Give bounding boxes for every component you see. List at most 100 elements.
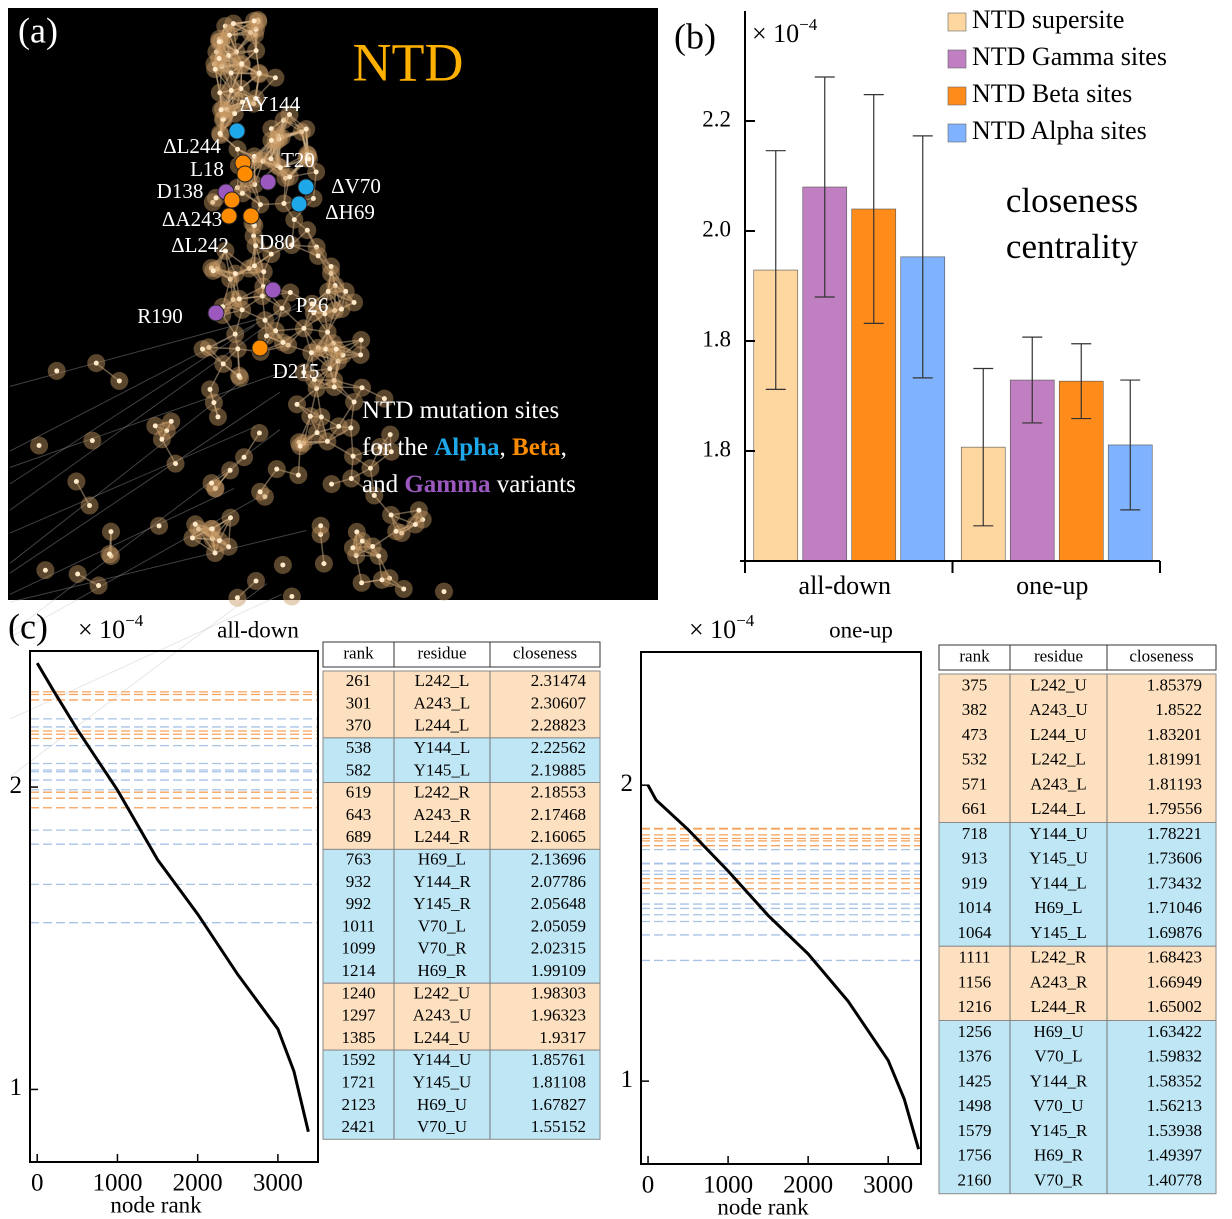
- network-edge: [222, 298, 240, 308]
- annotation: centrality: [1006, 227, 1139, 266]
- network-edge: [192, 537, 213, 540]
- legend-swatch: [947, 123, 967, 143]
- network-edge: [241, 183, 256, 194]
- network-node-core: [370, 544, 376, 550]
- network-node-core: [93, 360, 99, 366]
- caption-text: NTD mutation sites: [362, 397, 559, 424]
- network-node-core: [253, 243, 259, 249]
- site-label: ΔY144: [240, 92, 301, 116]
- network-edge: [275, 327, 305, 332]
- error-bar: [1022, 336, 1043, 424]
- network-edge: [260, 202, 285, 206]
- network-edge: [289, 157, 307, 178]
- network-edge: [219, 92, 236, 115]
- table-cell: Y144_L: [1030, 873, 1087, 892]
- table-header-cell: rank: [959, 646, 990, 665]
- network-edge: [227, 35, 231, 56]
- table-cell: 661: [962, 799, 988, 818]
- network-edge: [352, 455, 371, 469]
- network-node-core: [233, 49, 239, 55]
- network-edge: [283, 119, 303, 133]
- table-cell: 1.73606: [1147, 849, 1202, 868]
- network-node-core: [323, 346, 329, 352]
- network-edge: [298, 415, 312, 443]
- network-node-core: [216, 55, 222, 61]
- network-node-core: [315, 253, 321, 259]
- network-node-core: [304, 151, 310, 157]
- network-edge: [214, 69, 221, 93]
- network-edge: [325, 332, 329, 350]
- network-edge: [261, 271, 265, 297]
- network-edge: [237, 148, 255, 161]
- network-node-core: [209, 536, 215, 542]
- network-edge: [311, 342, 334, 354]
- network-edge: [230, 89, 244, 103]
- network-edge: [291, 229, 308, 246]
- network-node-core: [212, 485, 218, 491]
- network-node-core: [279, 305, 285, 311]
- caption-text: and: [362, 471, 404, 498]
- caption-text: ,: [500, 434, 513, 461]
- table-cell: H69_L: [418, 849, 466, 868]
- network-node-core: [263, 333, 269, 339]
- network-node-core: [232, 331, 238, 337]
- table-cell: V70_U: [1033, 1096, 1083, 1115]
- table-cell: V70_R: [417, 939, 467, 958]
- table-cell: Y145_L: [414, 760, 471, 779]
- network-node-core: [272, 139, 278, 145]
- network-edge: [270, 140, 282, 168]
- network-edge: [303, 327, 328, 333]
- network-node-core: [222, 248, 228, 254]
- site-label: R190: [137, 304, 183, 328]
- network-node-core: [259, 293, 265, 299]
- network-edge: [313, 312, 329, 333]
- network-node-core: [281, 117, 287, 123]
- table-cell: 2160: [958, 1170, 992, 1189]
- network-node-core: [236, 373, 242, 379]
- network-edge: [283, 119, 307, 130]
- table-cell: 1011: [342, 916, 375, 935]
- network-edge: [352, 446, 381, 457]
- network-edge: [280, 114, 291, 138]
- network-edge: [276, 139, 280, 166]
- network-edge: [315, 388, 323, 418]
- mutation-site: [264, 281, 282, 299]
- network-edge: [356, 531, 374, 548]
- network-edge: [220, 40, 237, 53]
- network-edge: [255, 245, 272, 255]
- network-edge: [228, 49, 257, 57]
- table-cell: L242_R: [414, 783, 470, 802]
- legend-label: NTD supersite: [972, 5, 1124, 34]
- network-edge: [317, 347, 331, 369]
- network-edge: [218, 57, 242, 66]
- network-edge: [296, 403, 322, 418]
- network-edge: [317, 347, 344, 356]
- network-edge: [305, 129, 308, 155]
- network-node-core: [108, 529, 114, 535]
- table-cell: 1.81108: [531, 1072, 586, 1091]
- network-node-core: [251, 18, 257, 24]
- network-edge: [390, 514, 416, 526]
- table-cell: A243_U: [1029, 700, 1088, 719]
- y-tick-label: 2.0: [702, 216, 731, 241]
- table-cell: 1.83201: [1147, 725, 1202, 744]
- network-edge: [361, 577, 390, 584]
- network-node-core: [239, 61, 245, 67]
- network-node-core: [268, 126, 274, 132]
- network-node-core: [253, 26, 259, 32]
- network-edge: [277, 119, 285, 137]
- network-node-core: [246, 266, 252, 272]
- table-cell: 1592: [342, 1050, 376, 1069]
- network-node-core: [420, 517, 426, 523]
- network-edge: [289, 158, 310, 178]
- network-edge: [195, 523, 212, 530]
- network-node-core: [216, 538, 222, 544]
- network-edge: [282, 327, 305, 344]
- table-cell: 1756: [958, 1146, 992, 1165]
- network-node-core: [295, 472, 301, 478]
- network-edge: [259, 468, 278, 493]
- network-node-core: [89, 438, 95, 444]
- network-node-core: [232, 111, 238, 117]
- network-node-core: [230, 297, 236, 303]
